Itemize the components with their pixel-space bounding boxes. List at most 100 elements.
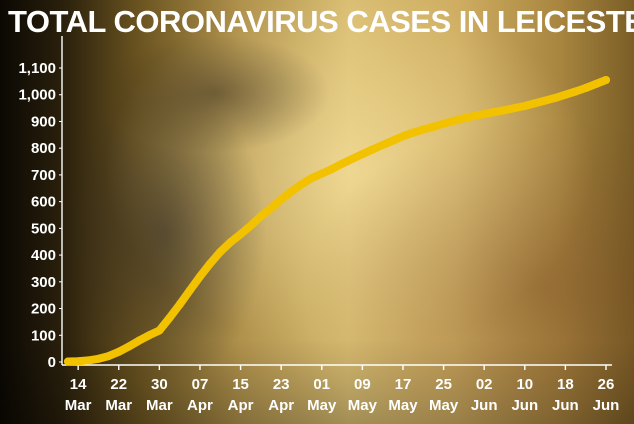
data-point <box>500 106 509 115</box>
data-point <box>216 247 225 256</box>
data-point <box>571 87 580 96</box>
x-tick-label-day: 25 <box>435 376 452 393</box>
x-tick-label-day: 09 <box>354 376 371 393</box>
data-point <box>551 93 560 102</box>
y-tick-label: 500 <box>31 220 56 237</box>
series-group <box>64 76 610 366</box>
data-point <box>520 102 529 110</box>
data-point <box>84 356 93 365</box>
data-point <box>470 112 478 121</box>
data-point <box>581 84 590 92</box>
x-tick-label-month: Mar <box>65 397 92 414</box>
x-tick-label-day: 26 <box>598 376 615 393</box>
data-point <box>226 238 235 247</box>
x-tick-label-month: May <box>388 397 418 414</box>
data-point <box>277 195 286 204</box>
data-point <box>358 150 367 159</box>
data-point <box>439 119 448 128</box>
x-tick-label-day: 30 <box>151 376 168 393</box>
x-tick-label-day: 18 <box>557 376 574 393</box>
data-point <box>287 187 296 196</box>
data-point <box>510 104 519 113</box>
x-tick-label-month: Jun <box>471 397 498 414</box>
data-point <box>429 122 438 131</box>
x-tick-label-month: May <box>307 397 337 414</box>
y-tick-label: 100 <box>31 327 56 344</box>
data-point <box>124 342 133 351</box>
x-tick-label-month: Apr <box>187 397 213 414</box>
data-point <box>175 300 184 309</box>
x-tick-label-day: 02 <box>476 376 493 393</box>
x-tick-label-month: Mar <box>105 397 132 414</box>
x-tick-label-month: Jun <box>511 397 538 414</box>
y-tick-label: 700 <box>31 167 56 184</box>
x-tick-label-day: 23 <box>273 376 290 393</box>
data-point <box>135 336 144 345</box>
chart-axes <box>61 36 612 366</box>
y-tick-label: 600 <box>31 194 56 211</box>
x-tick-label-month: May <box>429 397 459 414</box>
data-point <box>196 272 204 281</box>
data-point <box>246 221 255 230</box>
data-point <box>94 354 103 363</box>
y-tick-label: 800 <box>31 140 56 157</box>
x-tick-label-day: 17 <box>395 376 412 393</box>
x-tick-label-day: 01 <box>313 376 330 393</box>
data-point <box>378 141 387 149</box>
x-tick-label-day: 15 <box>232 376 249 393</box>
y-tick-label: 900 <box>31 113 56 130</box>
chart-title: TOTAL CORONAVIRUS CASES IN LEICESTER <box>8 4 634 39</box>
data-point <box>561 90 570 99</box>
data-point <box>114 347 123 356</box>
data-point <box>297 180 306 189</box>
data-point <box>155 326 164 335</box>
y-tick-labels: 0 100 200 300 400 500 600 700 800 900 1,000 1,100 <box>18 60 62 371</box>
data-point <box>368 145 377 154</box>
data-point <box>145 331 154 340</box>
data-point <box>480 110 489 118</box>
x-tick-label-month: Apr <box>228 397 254 414</box>
data-point <box>399 132 407 141</box>
data-point <box>348 154 357 163</box>
y-tick-label: 400 <box>31 247 56 264</box>
data-point <box>490 108 499 117</box>
data-point <box>206 259 215 268</box>
data-point <box>165 313 174 322</box>
y-tick-label: 200 <box>31 301 56 318</box>
data-point <box>530 99 539 108</box>
data-point <box>449 116 458 125</box>
x-tick-label-month: Jun <box>552 397 579 414</box>
x-tick-label-day: 10 <box>516 376 533 393</box>
data-point <box>74 357 83 366</box>
data-point <box>317 169 326 178</box>
data-point <box>459 114 468 123</box>
x-tick-label-day: 22 <box>110 376 127 393</box>
y-tick-label: 300 <box>31 274 56 291</box>
data-point <box>236 230 245 239</box>
data-point <box>256 212 265 221</box>
series-line <box>64 76 610 366</box>
data-point <box>327 165 336 173</box>
data-point <box>338 159 347 168</box>
y-tick-label: 0 <box>48 354 56 371</box>
data-point <box>267 204 275 213</box>
data-point <box>591 80 600 88</box>
x-tick-label-month: Mar <box>146 397 173 414</box>
x-tick-label-month: Jun <box>593 397 620 414</box>
data-point <box>419 125 428 134</box>
y-tick-label: 1,100 <box>18 60 56 77</box>
data-point <box>64 357 72 366</box>
x-tick-label-month: May <box>348 397 378 414</box>
x-tick-label-day: 14 <box>70 376 87 393</box>
data-point <box>307 174 316 183</box>
data-point <box>602 76 610 84</box>
x-tick-label-month: Apr <box>268 397 294 414</box>
y-tick-label: 1,000 <box>18 87 56 104</box>
data-point <box>104 352 113 361</box>
data-point <box>185 286 194 295</box>
x-tick-label-day: 07 <box>192 376 209 393</box>
data-point <box>388 136 397 145</box>
data-point <box>409 128 418 137</box>
